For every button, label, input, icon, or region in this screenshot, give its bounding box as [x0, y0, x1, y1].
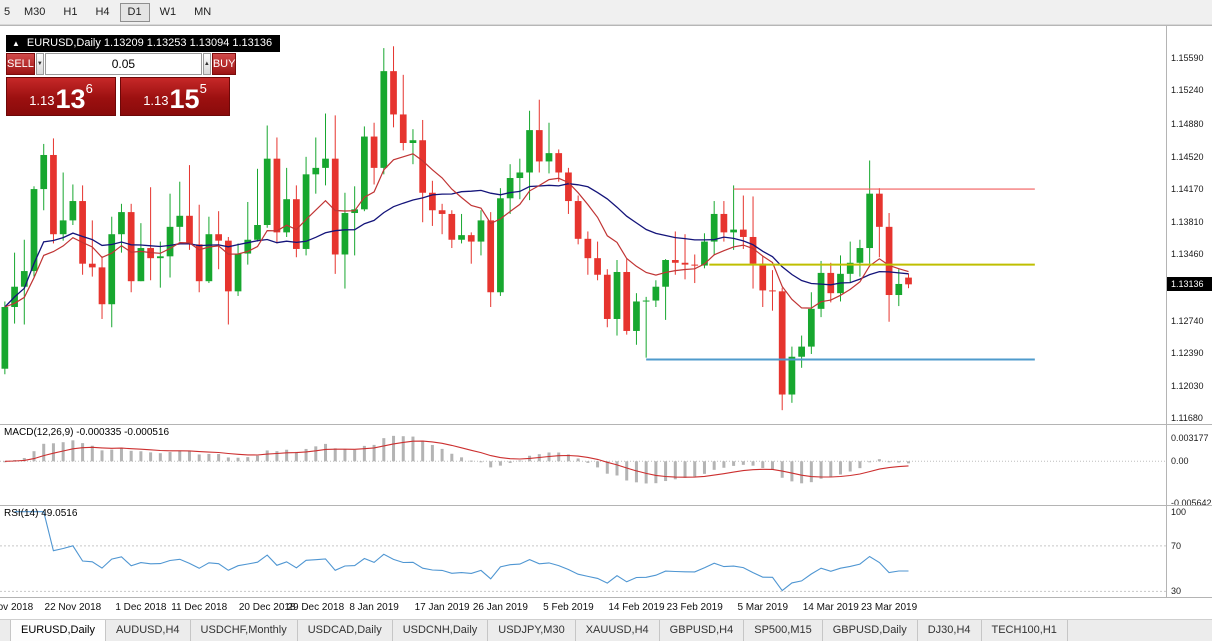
- price-tick: 1.15590: [1171, 53, 1204, 64]
- chart-tabs: EURUSD,Daily AUDUSD,H4 USDCHF,Monthly USDCA…: [0, 619, 1212, 641]
- date-tick: 29 Dec 2018: [287, 602, 345, 613]
- volume-increase-button[interactable]: ▲: [202, 53, 211, 75]
- macd-scale[interactable]: 0.003177 0.00 -0.005642: [1166, 425, 1212, 505]
- timeframe-button-h1[interactable]: H1: [55, 3, 85, 22]
- ohlc-info-text: EURUSD,Daily 1.13209 1.13253 1.13094 1.1…: [26, 37, 273, 49]
- price-tick: 1.15240: [1171, 85, 1204, 96]
- chart-tab-usdcnh-daily[interactable]: USDCNH,Daily: [393, 620, 489, 641]
- price-tick: 1.12740: [1171, 315, 1204, 326]
- macd-panel: 0.003177 0.00 -0.005642 MACD(12,26,9) -0.0…: [0, 425, 1212, 506]
- price-tick: 1.13460: [1171, 249, 1204, 260]
- timeframe-button-w1[interactable]: W1: [152, 3, 185, 22]
- date-tick: 14 Mar 2019: [802, 602, 859, 613]
- price-tick: 1.14520: [1171, 151, 1204, 162]
- sell-price-big: 13: [55, 84, 86, 114]
- timeframe-button-m30[interactable]: M30: [16, 3, 53, 22]
- current-price-label: 1.13136: [1167, 277, 1212, 292]
- date-tick: 22 Nov 2018: [44, 602, 102, 613]
- sell-button[interactable]: SELL: [6, 53, 35, 75]
- macd-tick: -0.005642: [1171, 498, 1212, 506]
- rsi-panel: 100 70 30 RSI(14) 49.0516: [0, 506, 1212, 598]
- trade-panel-toggle-icon[interactable]: ▲: [12, 38, 20, 48]
- date-tick: 5 Feb 2019: [543, 602, 594, 613]
- date-tick: 11 Dec 2018: [171, 602, 228, 613]
- chart-tab-eurusd-daily[interactable]: EURUSD,Daily: [10, 620, 106, 641]
- price-tick: 1.12390: [1171, 348, 1204, 359]
- date-tick: 26 Jan 2019: [472, 602, 528, 613]
- price-tick: 1.14170: [1171, 184, 1204, 195]
- date-tick: 14 Feb 2019: [608, 602, 665, 613]
- volume-decrease-button[interactable]: ▼: [35, 53, 44, 75]
- macd-label: MACD(12,26,9) -0.000335 -0.000516: [4, 427, 170, 438]
- one-click-trade-panel: SELL ▼ ▲ BUY 1.13 13 6 1.13 15 5: [6, 53, 237, 116]
- buy-button[interactable]: BUY: [211, 53, 237, 75]
- date-tick: 23 Feb 2019: [666, 602, 723, 613]
- buy-price-prefix: 1.13: [143, 93, 169, 108]
- sell-price-sup: 6: [85, 81, 93, 96]
- chart-tab-xauusd-h4[interactable]: XAUUSD,H4: [576, 620, 660, 641]
- rsi-tick: 30: [1171, 586, 1182, 597]
- rsi-tick: 70: [1171, 540, 1182, 551]
- rsi-plot[interactable]: [0, 506, 1166, 597]
- date-tick: 5 Mar 2019: [737, 602, 789, 613]
- price-tick: 1.11680: [1171, 413, 1203, 424]
- date-tick: 8 Jan 2019: [349, 602, 399, 613]
- chart-tab-usdcad-daily[interactable]: USDCAD,Daily: [298, 620, 393, 641]
- price-tick: 1.14880: [1171, 118, 1204, 129]
- rsi-tick: 100: [1171, 506, 1187, 517]
- chart-tab-usdchf-monthly[interactable]: USDCHF,Monthly: [191, 620, 298, 641]
- macd-tick: 0.003177: [1171, 432, 1209, 443]
- date-tick: 17 Jan 2019: [414, 602, 470, 613]
- ohlc-info: ▲ EURUSD,Daily 1.13209 1.13253 1.13094 1…: [6, 35, 281, 52]
- timeframe-button-d1[interactable]: D1: [119, 2, 150, 22]
- buy-price-big: 15: [169, 84, 200, 114]
- macd-tick: 0.00: [1171, 456, 1189, 467]
- price-tick: 1.13810: [1171, 217, 1204, 228]
- date-tick: 1 Dec 2018: [115, 602, 167, 613]
- chart-window: 1.15590 1.15240 1.14880 1.14520 1.14170 1.138…: [0, 25, 1212, 619]
- chart-tab-gbpusd-daily[interactable]: GBPUSD,Daily: [823, 620, 918, 641]
- sell-price-prefix: 1.13: [29, 93, 55, 108]
- chart-tab-usdjpy-m30[interactable]: USDJPY,M30: [488, 620, 576, 641]
- price-tick: 1.12030: [1171, 381, 1204, 392]
- candlestick-plot[interactable]: [0, 26, 1166, 424]
- chart-tab-gbpusd-h4[interactable]: GBPUSD,H4: [660, 620, 745, 641]
- buy-price-button[interactable]: 1.13 15 5: [120, 77, 230, 116]
- buy-price-sup: 5: [199, 81, 207, 96]
- price-scale[interactable]: 1.15590 1.15240 1.14880 1.14520 1.14170 1.138…: [1166, 26, 1212, 424]
- timeframe-button-mn[interactable]: MN: [186, 3, 219, 22]
- timeframe-toolbar: 5 M30 H1 H4 D1 W1 MN: [0, 0, 1212, 25]
- date-axis: 13 Nov 2018 22 Nov 2018 1 Dec 2018 11 Dec 2…: [0, 598, 1212, 619]
- chart-tab-dj30-h4[interactable]: DJ30,H4: [918, 620, 982, 641]
- volume-input[interactable]: [44, 53, 202, 75]
- chart-tab-audusd-h4[interactable]: AUDUSD,H4: [106, 620, 191, 641]
- date-tick: 20 Dec 2018: [238, 602, 296, 613]
- chart-tab-tech100-h1[interactable]: TECH100,H1: [982, 620, 1068, 641]
- main-chart-panel: 1.15590 1.15240 1.14880 1.14520 1.14170 1.138…: [0, 26, 1212, 425]
- rsi-scale[interactable]: 100 70 30: [1166, 506, 1212, 597]
- macd-plot[interactable]: [0, 425, 1166, 505]
- timeframe-button-h4[interactable]: H4: [87, 3, 117, 22]
- date-tick: 13 Nov 2018: [0, 602, 34, 613]
- chart-tab-sp500-m15[interactable]: SP500,M15: [744, 620, 823, 641]
- sell-price-button[interactable]: 1.13 13 6: [6, 77, 116, 116]
- timeframe-button-5[interactable]: 5: [0, 3, 14, 22]
- date-tick: 23 Mar 2019: [860, 602, 918, 613]
- rsi-label: RSI(14) 49.0516: [4, 508, 78, 519]
